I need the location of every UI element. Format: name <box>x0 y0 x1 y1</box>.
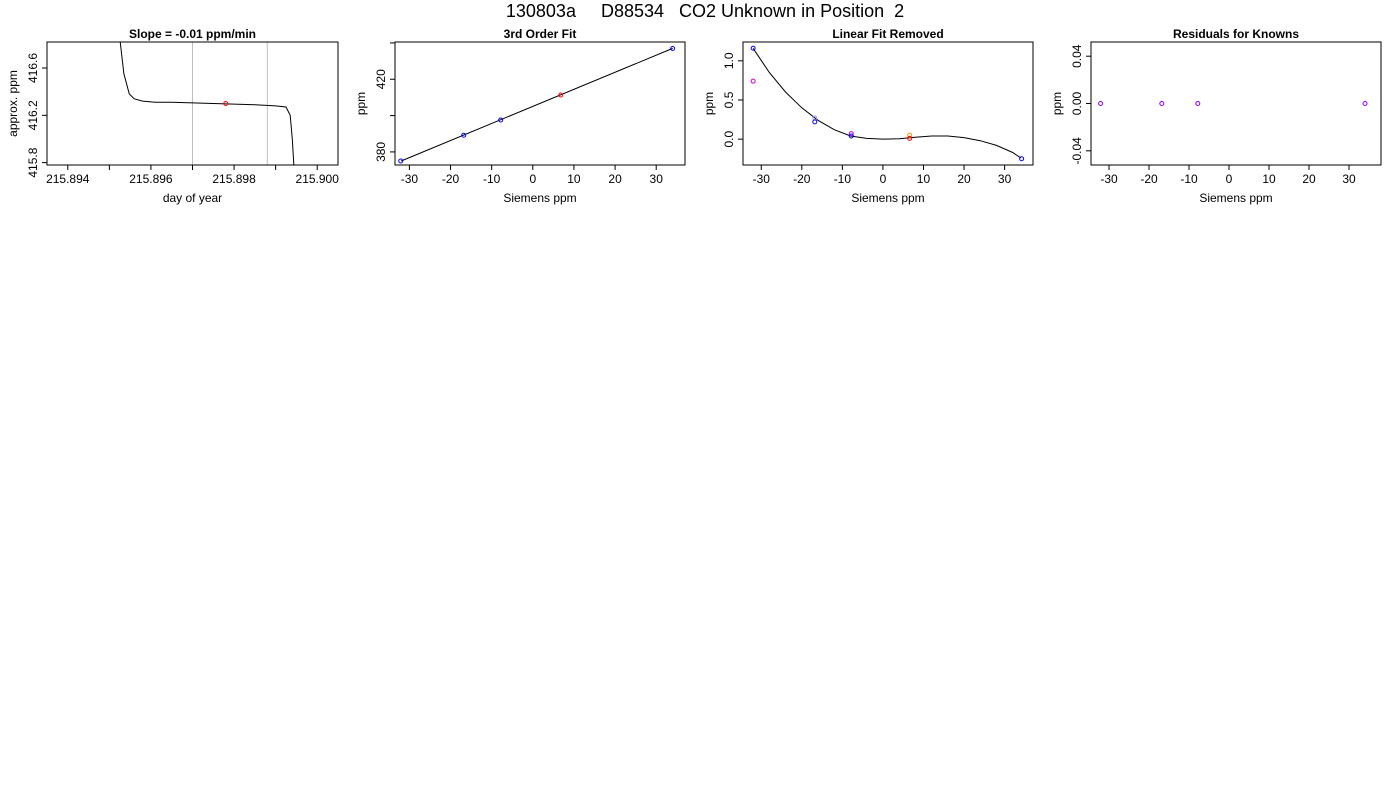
plot-frame <box>394 41 686 166</box>
y-tick-label: 0.04 <box>1070 44 1084 68</box>
x-tick-label: 10 <box>1262 172 1276 186</box>
data-point <box>812 119 818 125</box>
x-tick-label: -20 <box>793 172 811 186</box>
x-tick-label: -30 <box>753 172 771 186</box>
data-point <box>907 132 913 138</box>
y-tick-label: 416.6 <box>26 53 40 83</box>
data-point <box>750 78 756 84</box>
x-tick-label: -20 <box>1140 172 1158 186</box>
y-tick-label: 415.8 <box>26 147 40 177</box>
x-tick-label: -10 <box>483 172 501 186</box>
x-tick-label: 20 <box>608 172 622 186</box>
chart-residuals: Residuals for Knowns -30 -20 -10 0 10 20 30 -0.0… <box>1050 27 1382 205</box>
data-point <box>223 101 229 106</box>
y-axis-label: approx. ppm <box>6 70 20 137</box>
data-point <box>398 158 404 164</box>
page-title: 130803a D88534 CO2 Unknown in Position 2 <box>505 1 905 21</box>
y-tick-label: -0.04 <box>1070 137 1084 165</box>
chart-title: Slope = -0.01 ppm/min <box>129 27 256 41</box>
data-point <box>558 92 564 98</box>
y-axis-label: ppm <box>1050 92 1064 115</box>
y-tick-label: 0.00 <box>1070 91 1084 115</box>
chart-title: Linear Fit Removed <box>832 27 943 41</box>
x-tick-label: -30 <box>1100 172 1118 186</box>
y-tick-label: 416.2 <box>26 100 40 130</box>
x-tick-label: 0 <box>1226 172 1233 186</box>
plot-data <box>1098 101 1368 106</box>
data-point <box>461 132 467 138</box>
x-tick-label: -10 <box>1180 172 1198 186</box>
x-axis-label: day of year <box>163 191 222 205</box>
x-tick-label: 20 <box>957 172 971 186</box>
chart-linear-fit-removed: Linear Fit Removed -30 -20 -10 0 10 20 30 0.0 0.5… <box>702 27 1034 205</box>
x-axis-label: Siemens ppm <box>1199 191 1272 205</box>
x-axis-label: Siemens ppm <box>851 191 924 205</box>
fit-curve <box>752 48 1022 159</box>
x-tick-label: -10 <box>834 172 852 186</box>
data-point <box>750 45 756 51</box>
fit-line <box>400 47 673 162</box>
x-tick-label: 20 <box>1302 172 1316 186</box>
y-axis-label: ppm <box>354 92 368 115</box>
x-tick-label: 30 <box>650 172 664 186</box>
y-tick-label: 0.0 <box>722 130 736 147</box>
plot-data <box>119 42 295 165</box>
x-tick-label: 0 <box>880 172 887 186</box>
data-point <box>1159 101 1165 106</box>
data-point <box>907 135 913 141</box>
x-tick-label: 0 <box>529 172 536 186</box>
y-tick-label: 380 <box>374 142 388 162</box>
y-tick-label: 420 <box>374 69 388 89</box>
data-point <box>670 46 676 52</box>
x-tick-label: -20 <box>442 172 460 186</box>
data-point <box>1019 156 1025 162</box>
x-tick-label: 215.896 <box>129 172 173 186</box>
chart-third-order-fit: 3rd Order Fit -30 -20 -10 0 10 20 30 380 420 Sieme… <box>354 27 686 205</box>
data-point <box>848 131 854 137</box>
data-point <box>1195 101 1201 106</box>
chart-title: Residuals for Knowns <box>1173 27 1299 41</box>
data-point <box>848 133 854 139</box>
data-point <box>1098 101 1104 106</box>
chart-slope: Slope = -0.01 ppm/min 215.894 215.896 215.8… <box>6 27 339 205</box>
plot-frame <box>46 41 339 166</box>
y-tick-label: 1.0 <box>722 52 736 69</box>
x-tick-label: 215.894 <box>46 172 90 186</box>
plot-frame <box>742 41 1034 166</box>
plot-data <box>750 45 1025 162</box>
data-point <box>498 117 504 123</box>
y-tick-label: 0.5 <box>722 91 736 108</box>
plot-frame <box>1090 41 1382 166</box>
series-line <box>119 42 295 165</box>
chart-title: 3rd Order Fit <box>504 27 577 41</box>
data-point <box>1362 101 1368 106</box>
x-axis-label: Siemens ppm <box>503 191 576 205</box>
plot-data <box>398 46 676 164</box>
x-tick-label: -30 <box>401 172 419 186</box>
x-tick-label: 215.900 <box>296 172 340 186</box>
x-tick-label: 30 <box>1342 172 1356 186</box>
y-axis-label: ppm <box>702 92 716 115</box>
x-tick-label: 10 <box>917 172 931 186</box>
x-tick-label: 215.898 <box>212 172 256 186</box>
x-tick-label: 10 <box>567 172 581 186</box>
x-tick-label: 30 <box>998 172 1012 186</box>
